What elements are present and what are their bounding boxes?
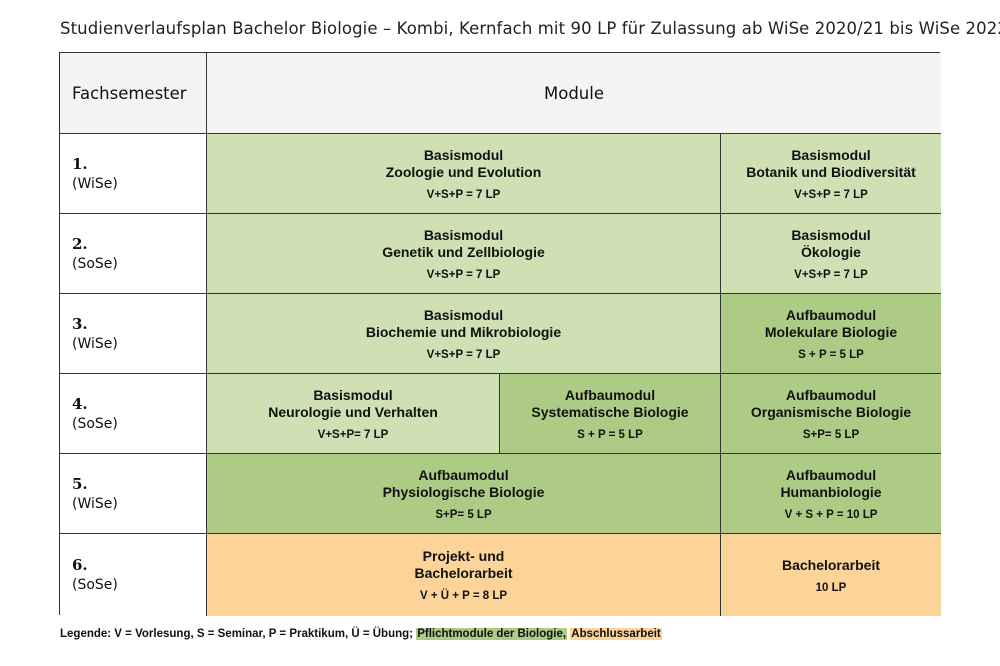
module-systematische-biologie: Aufbaumodul Systematische Biologie S + P…	[500, 374, 721, 454]
module-organismische-biologie: Aufbaumodul Organismische Biologie S+P= …	[721, 374, 941, 454]
module-zoologie-evolution: Basismodul Zoologie und Evolution V+S+P …	[207, 134, 721, 214]
module-type: Basismodul	[313, 386, 393, 403]
module-name: Humanbiologie	[780, 483, 882, 500]
legend: Legende: V = Vorlesung, S = Seminar, P =…	[60, 628, 662, 640]
module-name: Physiologische Biologie	[382, 483, 545, 500]
module-name: Organismische Biologie	[750, 403, 912, 420]
legend-abschlussarbeit: Abschlussarbeit	[570, 628, 662, 640]
semester-term: (SoSe)	[72, 255, 118, 272]
semester-term: (WiSe)	[72, 495, 118, 512]
semester-label: 2. (SoSe)	[60, 214, 207, 294]
module-humanbiologie: Aufbaumodul Humanbiologie V + S + P = 10…	[721, 454, 941, 534]
semester-term: (WiSe)	[72, 175, 118, 192]
module-type: Aufbaumodul	[785, 306, 877, 323]
module-name: Molekulare Biologie	[764, 323, 898, 340]
module-credits: V + Ü + P = 8 LP	[419, 590, 508, 602]
module-credits: V+S+P = 7 LP	[794, 188, 868, 201]
module-projekt-bachelorarbeit: Projekt- und Bachelorarbeit V + Ü + P = …	[207, 534, 721, 616]
semester-label: 1. (WiSe)	[60, 134, 207, 214]
module-name: Ökologie	[801, 243, 861, 260]
module-type: Basismodul	[423, 226, 504, 243]
module-credits: 10 LP	[815, 581, 847, 594]
module-type: Aufbaumodul	[785, 466, 877, 483]
module-molekulare-biologie: Aufbaumodul Molekulare Biologie S + P = …	[721, 294, 941, 374]
module-credits: S+P= 5 LP	[435, 508, 492, 521]
semester-term: (SoSe)	[72, 415, 118, 432]
semester-label: 4. (SoSe)	[60, 374, 207, 454]
header-modules: Module	[207, 53, 941, 134]
module-biochemie-mikrobiologie: Basismodul Biochemie und Mikrobiologie V…	[207, 294, 721, 374]
module-genetik-zellbiologie: Basismodul Genetik und Zellbiologie V+S+…	[207, 214, 721, 294]
module-credits: S + P = 5 LP	[577, 428, 643, 441]
module-name: Biochemie und Mikrobiologie	[365, 323, 562, 340]
module-oekologie: Basismodul Ökologie V+S+P = 7 LP	[721, 214, 941, 294]
semester-number: 5.	[72, 474, 88, 493]
module-botanik-biodiversitaet: Basismodul Botanik und Biodiversität V+S…	[721, 134, 941, 214]
module-type: Basismodul	[423, 306, 504, 323]
semester-number: 1.	[72, 154, 88, 173]
module-credits: V+S+P = 7 LP	[794, 268, 868, 281]
legend-pflichtmodule: Pflichtmodule der Biologie,	[416, 628, 568, 640]
module-type: Projekt- und	[422, 548, 505, 564]
semester-term: (SoSe)	[72, 577, 118, 593]
module-name: Botanik und Biodiversität	[746, 163, 916, 180]
module-credits: S+P= 5 LP	[802, 428, 860, 441]
module-type: Basismodul	[791, 146, 871, 163]
module-name: Genetik und Zellbiologie	[382, 243, 545, 260]
module-type: Bachelorarbeit	[781, 556, 881, 573]
semester-number: 4.	[72, 394, 88, 413]
semester-label: 3. (WiSe)	[60, 294, 207, 374]
module-physiologische-biologie: Aufbaumodul Physiologische Biologie S+P=…	[207, 454, 721, 534]
module-name: Zoologie und Evolution	[385, 163, 542, 180]
semester-number: 6.	[72, 556, 88, 574]
module-bachelorarbeit: Bachelorarbeit 10 LP	[721, 534, 941, 616]
module-credits: S + P = 5 LP	[798, 348, 864, 361]
module-name: Bachelorarbeit	[414, 565, 513, 581]
semester-label: 6. (SoSe)	[60, 534, 207, 616]
study-plan-table: Fachsemester Module 1. (WiSe) 2. (SoSe) …	[59, 52, 941, 616]
semester-term: (WiSe)	[72, 335, 118, 352]
module-credits: V+S+P = 7 LP	[426, 188, 501, 201]
module-credits: V+S+P= 7 LP	[317, 428, 389, 441]
module-credits: V+S+P = 7 LP	[426, 348, 501, 361]
module-type: Aufbaumodul	[418, 466, 509, 483]
semester-number: 2.	[72, 234, 88, 253]
semester-label: 5. (WiSe)	[60, 454, 207, 534]
module-name: Systematische Biologie	[531, 403, 689, 420]
legend-text: Legende: V = Vorlesung, S = Seminar, P =…	[60, 628, 417, 640]
module-type: Aufbaumodul	[564, 386, 656, 403]
module-type: Basismodul	[423, 146, 504, 163]
module-type: Basismodul	[791, 226, 871, 243]
module-type: Aufbaumodul	[785, 386, 877, 403]
module-neurologie-verhalten: Basismodul Neurologie und Verhalten V+S+…	[207, 374, 500, 454]
module-credits: V + S + P = 10 LP	[784, 508, 878, 521]
module-credits: V+S+P = 7 LP	[426, 268, 501, 281]
semester-number: 3.	[72, 314, 88, 333]
page-title: Studienverlaufsplan Bachelor Biologie – …	[60, 19, 1000, 38]
module-name: Neurologie und Verhalten	[268, 403, 438, 420]
header-semester: Fachsemester	[60, 53, 207, 134]
